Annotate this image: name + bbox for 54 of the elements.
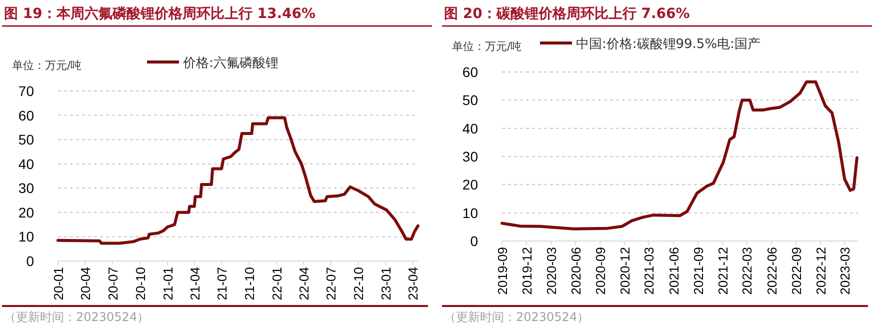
chart-title: 图 20：碳酸锂价格周环比上行 7.66% [444,6,690,22]
y-tick-label: 60 [462,64,478,80]
x-tick-label: 2022-03 [740,247,755,295]
x-tick-label: 2020-12 [618,247,633,295]
y-tick-label: 20 [18,204,34,220]
y-tick-label: 10 [462,204,478,221]
x-tick-label: 22-07 [324,267,339,300]
x-tick-label: 2022-06 [764,247,780,295]
y-tick-label: 40 [462,120,478,136]
y-tick-label: 50 [462,92,478,108]
x-tick-label: 21-10 [242,267,258,300]
x-tick-label: 21-04 [187,267,202,300]
x-tick-label: 2022-12 [813,247,828,295]
x-tick-label: 2020-03 [544,247,559,295]
legend-label: 中国:价格:碳酸锂99.5%电:国产 [576,37,760,52]
x-tick-label: 2022-09 [789,247,804,295]
x-tick-label: 23-01 [378,267,394,300]
y-tick-label: 50 [18,132,34,148]
x-tick-label: 20-07 [105,267,120,300]
x-tick-label: 2023-03 [838,247,853,295]
x-tick-label: 2020-09 [593,247,608,295]
y-tick-label: 0 [26,253,34,269]
x-tick-label: 22-10 [351,267,366,300]
x-tick-label: 20-01 [51,267,66,300]
legend-label: 价格:六氟磷酸锂 [182,56,278,71]
x-tick-label: 2021-03 [642,247,657,295]
y-tick-label: 40 [18,156,34,172]
y-axis-title: 单位：万元/吨 [12,59,82,72]
x-tick-label: 2020-06 [568,247,584,295]
line-series [500,80,858,230]
y-tick-label: 70 [18,83,34,99]
x-tick-label: 2019-12 [519,247,534,295]
x-tick-label: 20-04 [78,267,94,300]
x-tick-label: 2021-09 [691,247,706,295]
y-tick-label: 10 [18,228,34,245]
x-tick-label: 22-01 [270,267,285,300]
x-tick-label: 2019-09 [495,247,510,295]
x-tick-label: 2021-12 [716,247,731,295]
chart-title: 图 19：本周六氟磷酸锂价格周环比上行 13.46% [4,5,316,22]
text: （更新时间：20230524） [4,310,150,324]
y-axis-title: 单位：万元/吨 [452,40,522,53]
line-series [56,116,420,245]
x-tick-label: 23-04 [406,267,421,300]
x-tick-label: 2021-06 [666,247,682,295]
y-tick-label: 0 [470,233,478,249]
y-tick-label: 30 [462,148,478,164]
x-tick-label: 21-07 [214,267,230,300]
x-tick-label: 21-01 [160,267,176,300]
y-tick-label: 30 [18,180,34,196]
x-tick-label: 22-04 [296,267,312,300]
x-tick-label: 20-10 [132,267,148,300]
y-tick-label: 20 [462,176,478,193]
y-tick-label: 60 [18,107,34,124]
text: （更新时间：20230524） [444,310,590,324]
